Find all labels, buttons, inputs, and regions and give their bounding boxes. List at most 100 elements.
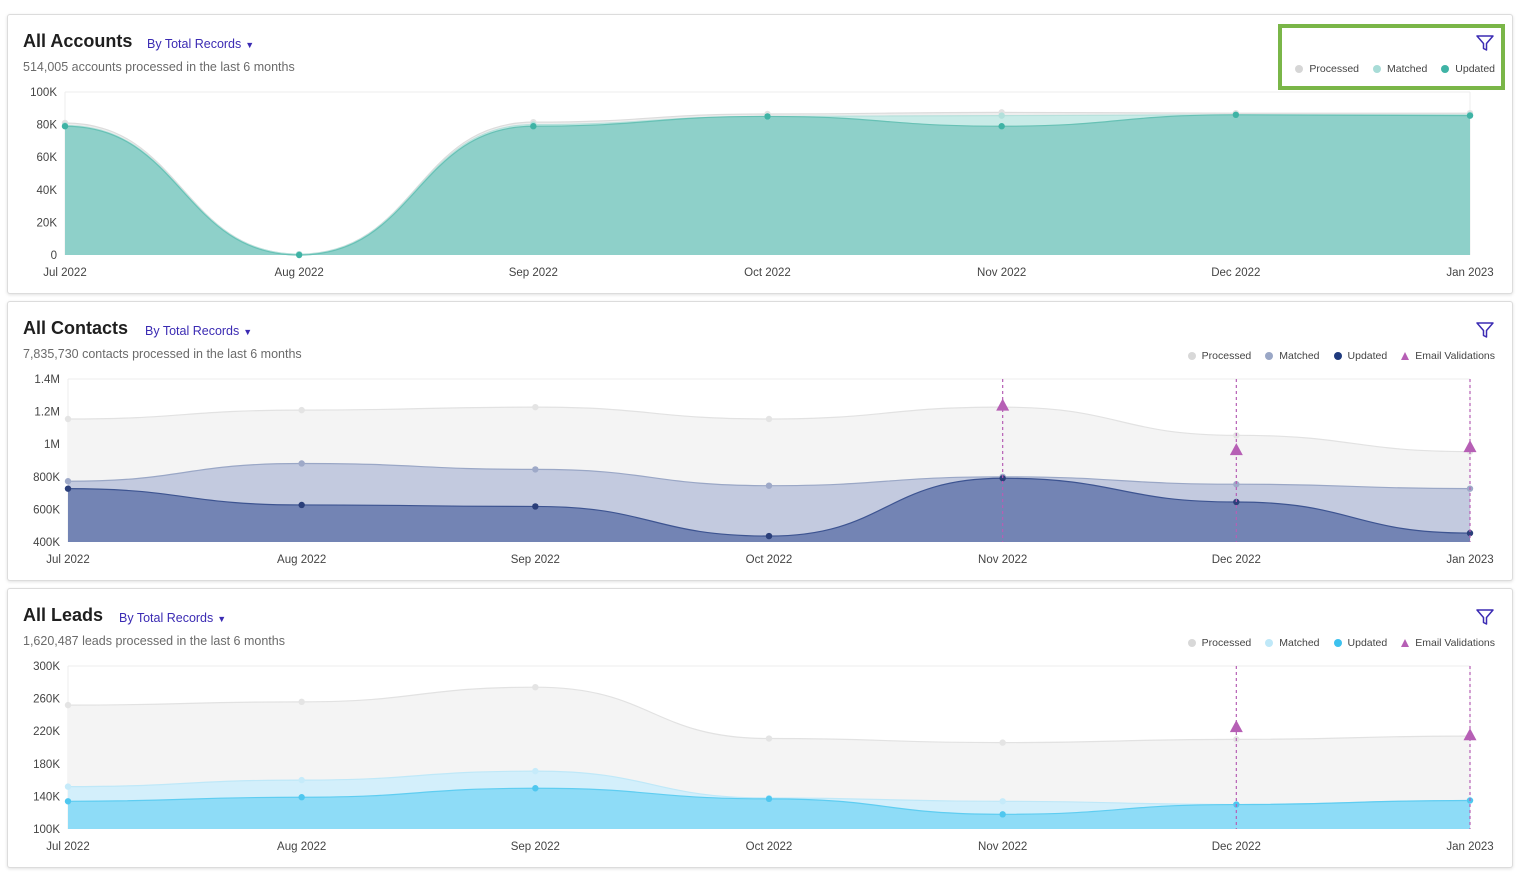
- contacts-dropdown-label: By Total Records: [145, 324, 240, 338]
- y-tick-label: 20K: [37, 217, 58, 229]
- x-tick-label: Jul 2022: [43, 267, 86, 279]
- point-updated: [998, 123, 1005, 130]
- point-matched: [998, 112, 1005, 119]
- processed-dot-icon: [1295, 65, 1304, 73]
- chevron-down-icon: ▼: [217, 614, 227, 624]
- point-processed: [999, 739, 1006, 746]
- legend-label: Processed: [1309, 63, 1360, 75]
- legend-label: Updated: [1347, 637, 1388, 649]
- y-tick-label: 1.2M: [34, 407, 60, 419]
- x-tick-label: Aug 2022: [275, 267, 324, 279]
- x-tick-label: Jan 2023: [1446, 267, 1493, 279]
- triangle-icon: [1401, 352, 1410, 360]
- y-tick-label: 0: [51, 250, 57, 262]
- leads-legend: Processed Matched Updated Email Validati…: [1187, 637, 1495, 649]
- point-updated: [295, 251, 303, 259]
- y-tick-label: 60K: [37, 152, 58, 164]
- chevron-down-icon: ▼: [243, 327, 253, 337]
- legend-item-updated[interactable]: Updated: [1333, 350, 1387, 362]
- point-updated: [765, 532, 773, 540]
- legend-item-updated[interactable]: Updated: [1441, 63, 1495, 75]
- legend-item-processed[interactable]: Processed: [1187, 350, 1251, 362]
- point-processed: [765, 735, 773, 742]
- legend-item-matched[interactable]: Matched: [1373, 63, 1427, 75]
- x-tick-label: Oct 2022: [746, 841, 793, 853]
- point-processed: [532, 683, 539, 691]
- point-updated: [532, 503, 539, 510]
- point-matched: [298, 460, 305, 467]
- x-tick-label: Jul 2022: [46, 554, 89, 566]
- legend-item-email-validations[interactable]: Email Validations: [1401, 350, 1495, 362]
- x-tick-label: Dec 2022: [1212, 554, 1261, 566]
- point-matched: [532, 767, 539, 775]
- legend-label: Email Validations: [1415, 637, 1495, 649]
- y-tick-label: 100K: [33, 824, 60, 836]
- point-processed: [64, 415, 72, 423]
- point-matched: [532, 466, 539, 473]
- legend-item-processed[interactable]: Processed: [1187, 637, 1252, 649]
- legend-item-processed[interactable]: Processed: [1295, 63, 1359, 75]
- point-processed: [298, 406, 305, 414]
- area-updated: [68, 478, 1470, 542]
- updated-dot-icon: [1333, 639, 1342, 647]
- email-validation-marker: [1229, 443, 1243, 456]
- y-tick-label: 300K: [33, 661, 60, 673]
- filter-icon[interactable]: [1475, 33, 1495, 53]
- point-matched: [999, 798, 1006, 805]
- point-updated: [530, 123, 537, 130]
- point-matched: [765, 482, 773, 489]
- x-tick-label: Oct 2022: [744, 267, 791, 279]
- point-updated: [764, 113, 771, 120]
- line-updated: [64, 114, 1471, 256]
- area-updated: [65, 114, 1470, 255]
- x-tick-label: Sep 2022: [509, 267, 558, 279]
- point-updated: [765, 795, 773, 803]
- y-tick-label: 600K: [33, 504, 60, 516]
- accounts-title: All Accounts: [23, 31, 133, 51]
- leads-dropdown-label: By Total Records: [119, 611, 214, 625]
- y-tick-label: 260K: [33, 694, 60, 706]
- point-matched: [298, 776, 305, 784]
- accounts-legend: Processed Matched Updated: [1295, 63, 1495, 75]
- legend-label: Email Validations: [1415, 350, 1495, 362]
- point-processed: [765, 415, 773, 423]
- filter-icon[interactable]: [1475, 320, 1495, 340]
- y-tick-label: 220K: [33, 726, 60, 738]
- y-tick-label: 180K: [33, 759, 60, 771]
- triangle-icon: [1401, 639, 1410, 647]
- point-processed: [64, 701, 72, 709]
- leads-records-dropdown[interactable]: By Total Records ▼: [119, 611, 226, 625]
- legend-item-updated[interactable]: Updated: [1333, 637, 1388, 649]
- x-tick-label: Jan 2023: [1446, 841, 1493, 853]
- legend-label: Processed: [1201, 637, 1252, 649]
- area-updated: [68, 788, 1470, 829]
- updated-dot-icon: [1441, 65, 1450, 73]
- y-tick-label: 1M: [44, 439, 60, 451]
- contacts-records-dropdown[interactable]: By Total Records ▼: [145, 324, 252, 338]
- x-tick-label: Jul 2022: [46, 841, 89, 853]
- y-tick-label: 140K: [33, 791, 60, 803]
- filter-icon[interactable]: [1475, 607, 1495, 627]
- accounts-subtitle: 514,005 accounts processed in the last 6…: [23, 60, 295, 74]
- x-tick-label: Nov 2022: [978, 554, 1027, 566]
- legend-item-matched[interactable]: Matched: [1265, 637, 1320, 649]
- processed-dot-icon: [1187, 639, 1196, 647]
- email-validation-marker: [1463, 728, 1477, 741]
- legend-item-matched[interactable]: Matched: [1265, 350, 1320, 362]
- point-matched: [1233, 481, 1240, 488]
- processed-dot-icon: [1187, 352, 1196, 360]
- legend-item-email-validations[interactable]: Email Validations: [1401, 637, 1495, 649]
- accounts-records-dropdown[interactable]: By Total Records ▼: [147, 37, 254, 51]
- matched-dot-icon: [1265, 352, 1274, 360]
- point-updated: [64, 485, 72, 492]
- point-updated: [64, 798, 72, 805]
- x-tick-label: Dec 2022: [1212, 841, 1261, 853]
- point-processed: [532, 403, 539, 411]
- chevron-down-icon: ▼: [245, 40, 255, 50]
- y-tick-label: 40K: [37, 185, 58, 197]
- x-tick-label: Jan 2023: [1446, 554, 1493, 566]
- point-matched: [64, 783, 72, 790]
- accounts-dropdown-label: By Total Records: [147, 37, 242, 51]
